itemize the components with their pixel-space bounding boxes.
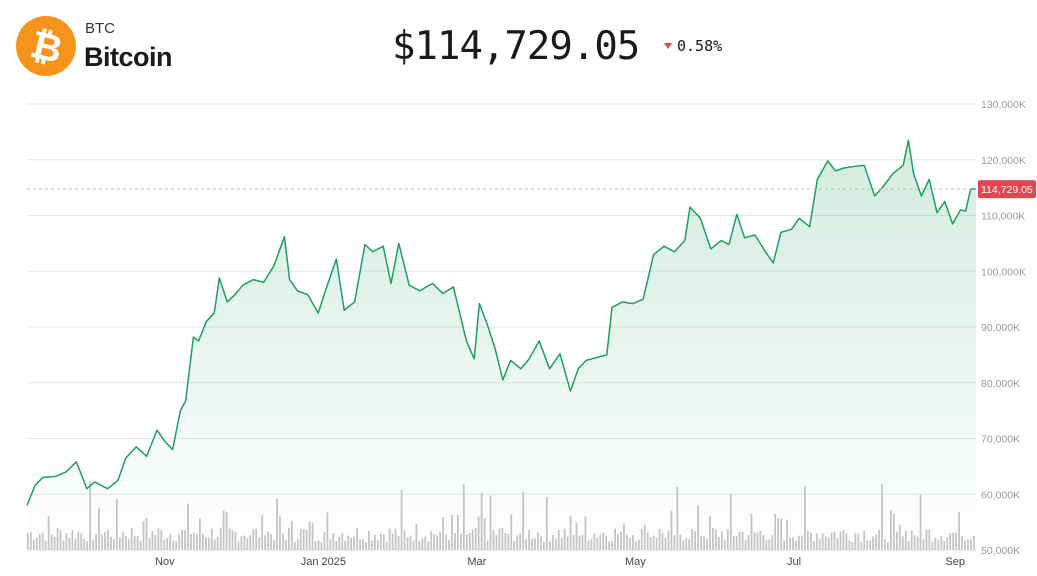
x-tick-label: Jul [787,556,801,568]
current-price-tag: 114,729.05 [978,180,1036,199]
current-price-label: 114,729.05 [981,184,1033,196]
asset-symbol: BTC [85,20,115,37]
y-tick-label: 60,000K [981,489,1020,501]
asset-name: Bitcoin [84,42,173,72]
y-tick-label: 130,000K [981,99,1026,111]
x-tick-label: Sep [945,556,965,568]
asset-price: $114,729.05 [392,24,640,69]
x-tick-label: Mar [467,556,486,568]
x-tick-label: May [625,556,646,568]
price-area-fill [27,140,976,551]
x-tick-label: Nov [155,556,175,568]
y-tick-label: 110,000K [981,211,1025,223]
asset-header: ₿ BTC Bitcoin $114,729.05 0.58% [0,0,1037,90]
x-axis: Nov Jan 2025 Mar May Jul Sep [155,556,965,568]
triangle-down-icon [664,43,672,49]
y-tick-label: 90,000K [981,322,1020,334]
bitcoin-icon: ₿ [16,16,76,76]
x-tick-label: Jan 2025 [301,556,346,568]
price-line [26,139,977,506]
y-tick-label: 50,000K [981,545,1020,557]
price-change-percent: 0.58% [677,37,723,55]
current-price-tag-bg [978,180,1036,199]
y-tick-label: 100,000K [981,266,1026,278]
y-tick-label: 80,000K [981,378,1020,390]
y-axis: 50,000K 60,000K 70,000K 80,000K 90,000K 100,0… [981,99,1026,557]
price-change: 0.58% [664,37,722,55]
y-tick-label: 120,000K [981,155,1026,167]
y-tick-label: 70,000K [981,434,1020,446]
